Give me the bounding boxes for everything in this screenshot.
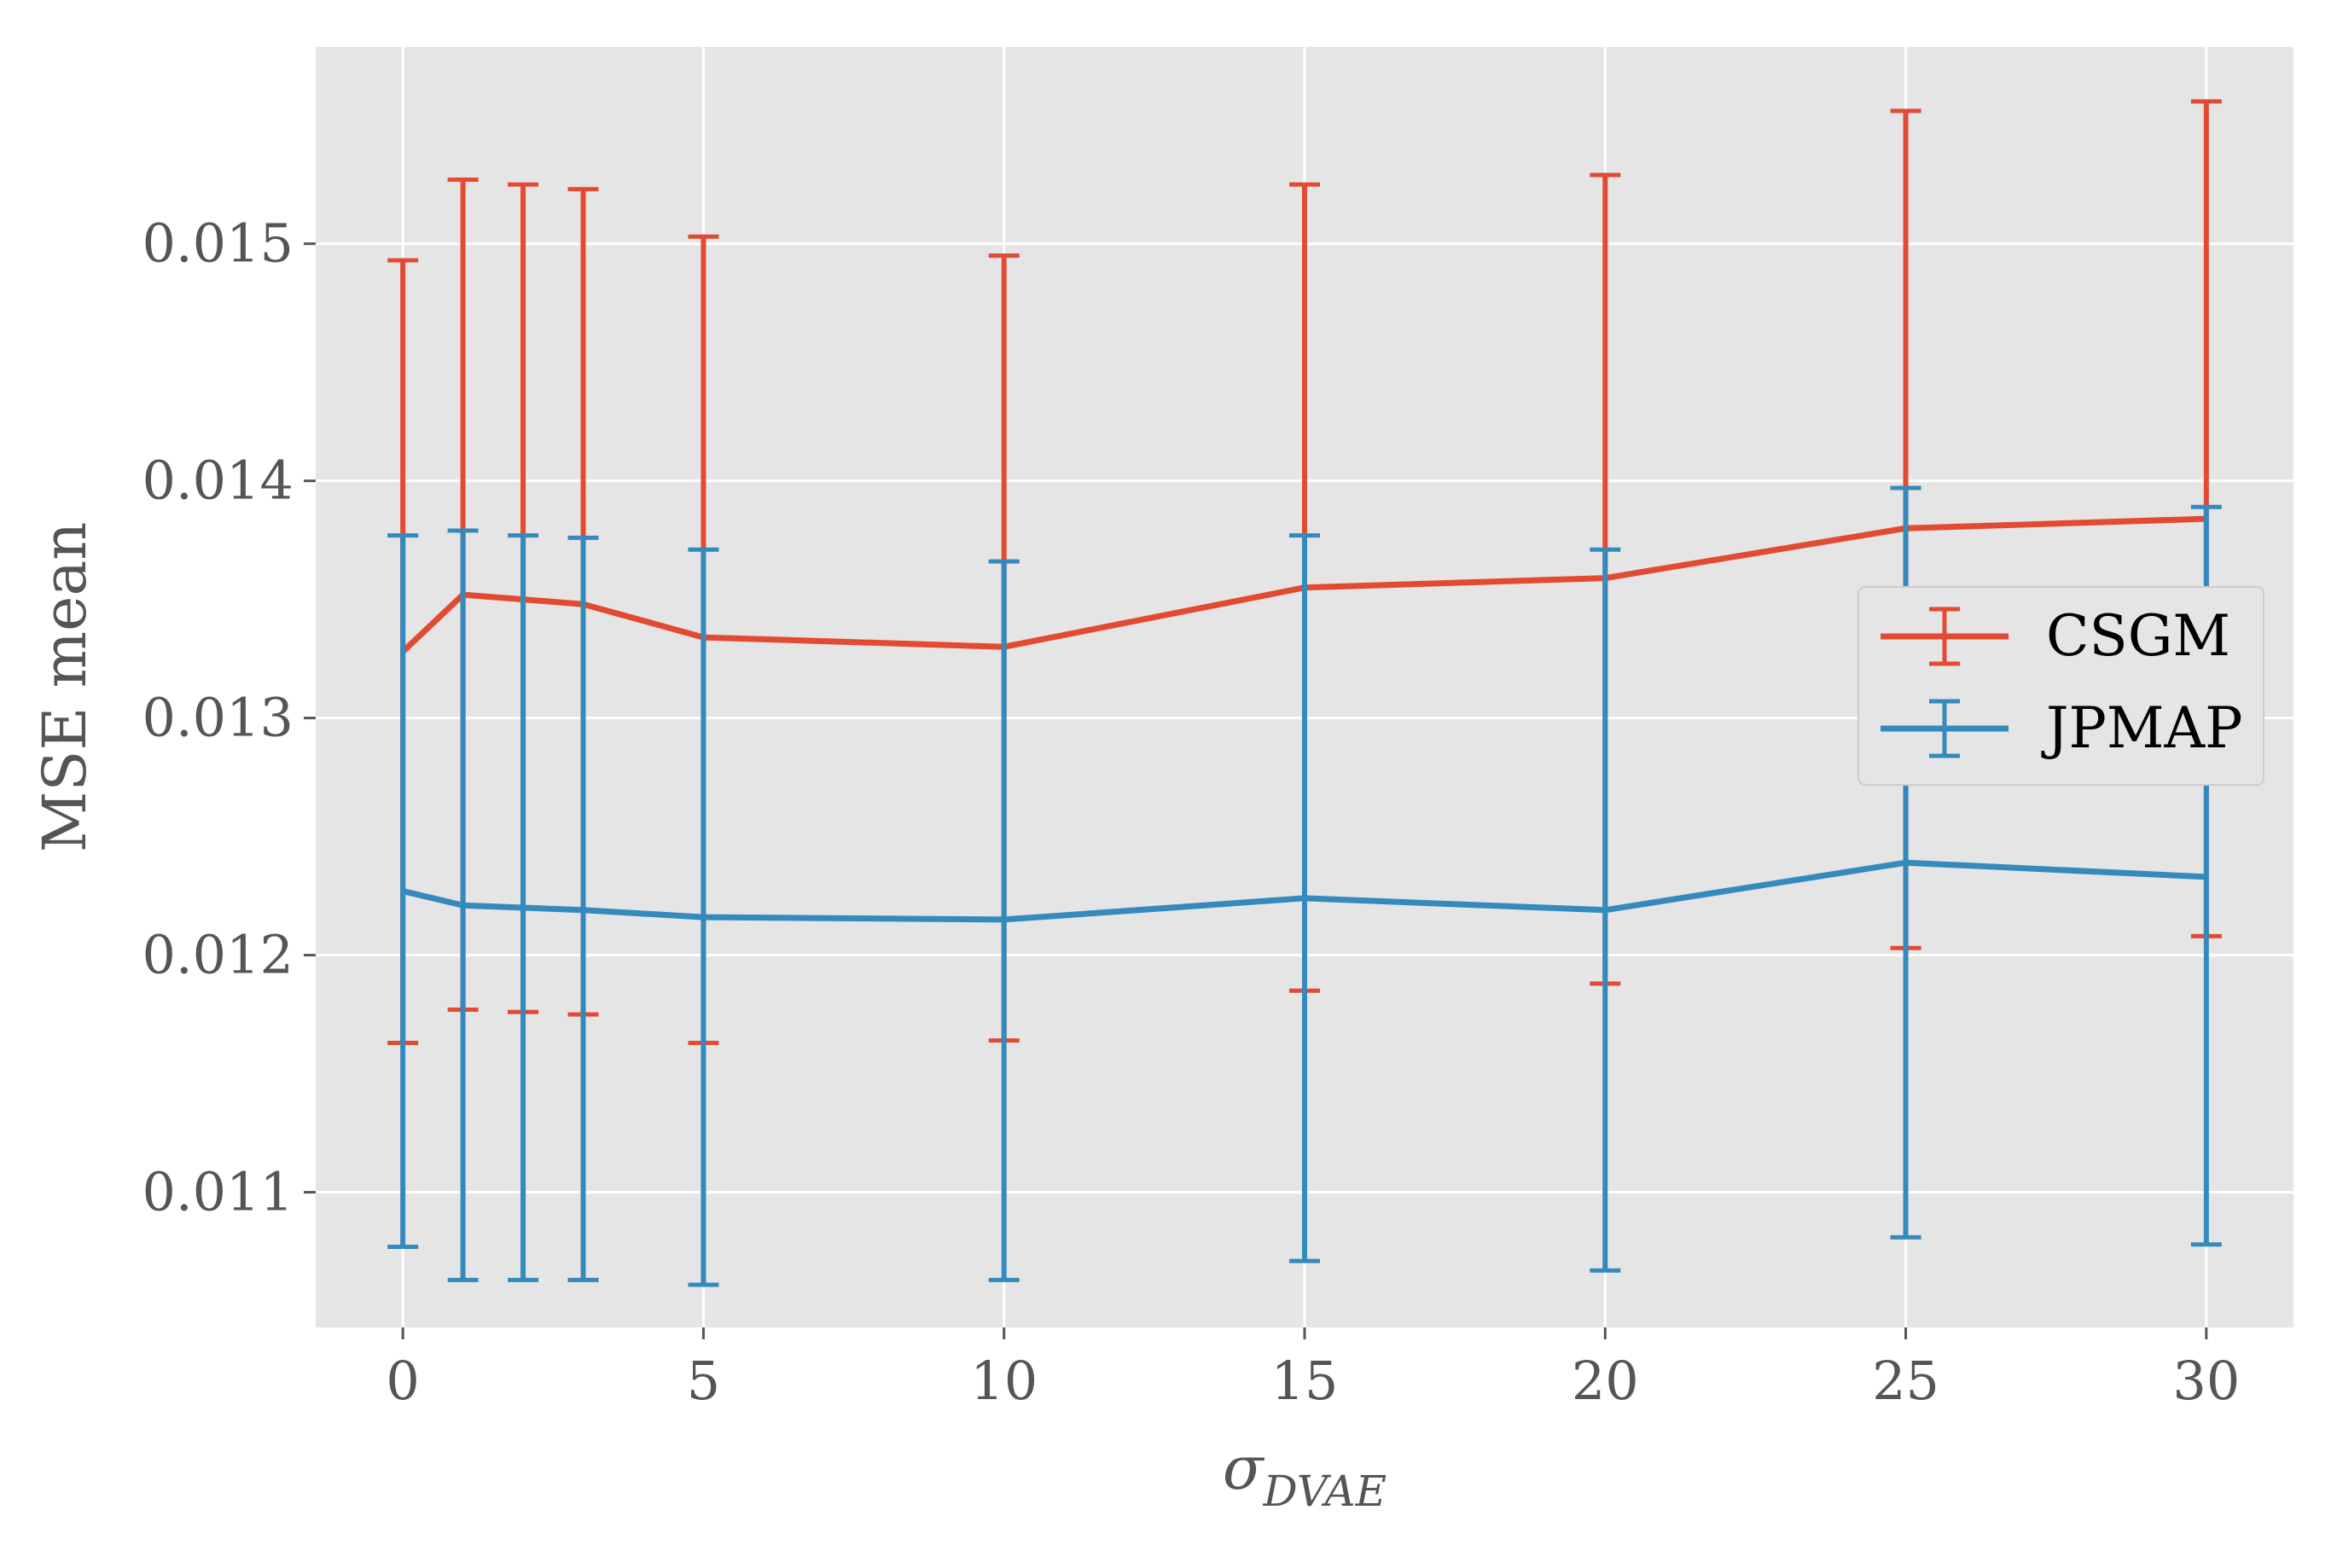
x-tick-label: 25 [1872, 1350, 1939, 1412]
x-tick-label: 10 [970, 1350, 1038, 1412]
series-line [400, 515, 2206, 654]
x-tick-label: 0 [386, 1350, 419, 1412]
legend: CSGM JPMAP [1857, 586, 2264, 786]
y-tick-label: 0.011 [142, 1161, 294, 1223]
series-layer [387, 99, 2222, 1287]
x-tick-label: 15 [1271, 1350, 1339, 1412]
x-axis-label-subscript: DVAE [1263, 1466, 1387, 1516]
axis-ticks: 0 5 10 15 20 25 30 0.011 0.012 0.013 0.014 0.015 [142, 212, 2241, 1412]
y-axis-label: MSE mean [30, 522, 100, 853]
legend-item-jpmap: JPMAP [1881, 695, 2243, 761]
x-axis-label: σDVAE [1223, 1433, 1387, 1516]
y-tick-label: 0.014 [142, 450, 294, 512]
series-line [402, 859, 2207, 923]
x-axis-label-symbol: σ [1223, 1433, 1265, 1503]
legend-label: CSGM [2046, 603, 2230, 669]
y-tick-label: 0.015 [142, 212, 294, 275]
x-tick-label: 5 [687, 1350, 720, 1412]
y-tick-label: 0.012 [142, 924, 294, 986]
y-tick-label: 0.013 [142, 687, 294, 749]
legend-label: JPMAP [2041, 695, 2243, 761]
series-jpmap [387, 485, 2222, 1287]
x-tick-label: 20 [1572, 1350, 1639, 1412]
x-tick-label: 30 [2172, 1350, 2240, 1412]
legend-item-csgm: CSGM [1881, 603, 2230, 669]
